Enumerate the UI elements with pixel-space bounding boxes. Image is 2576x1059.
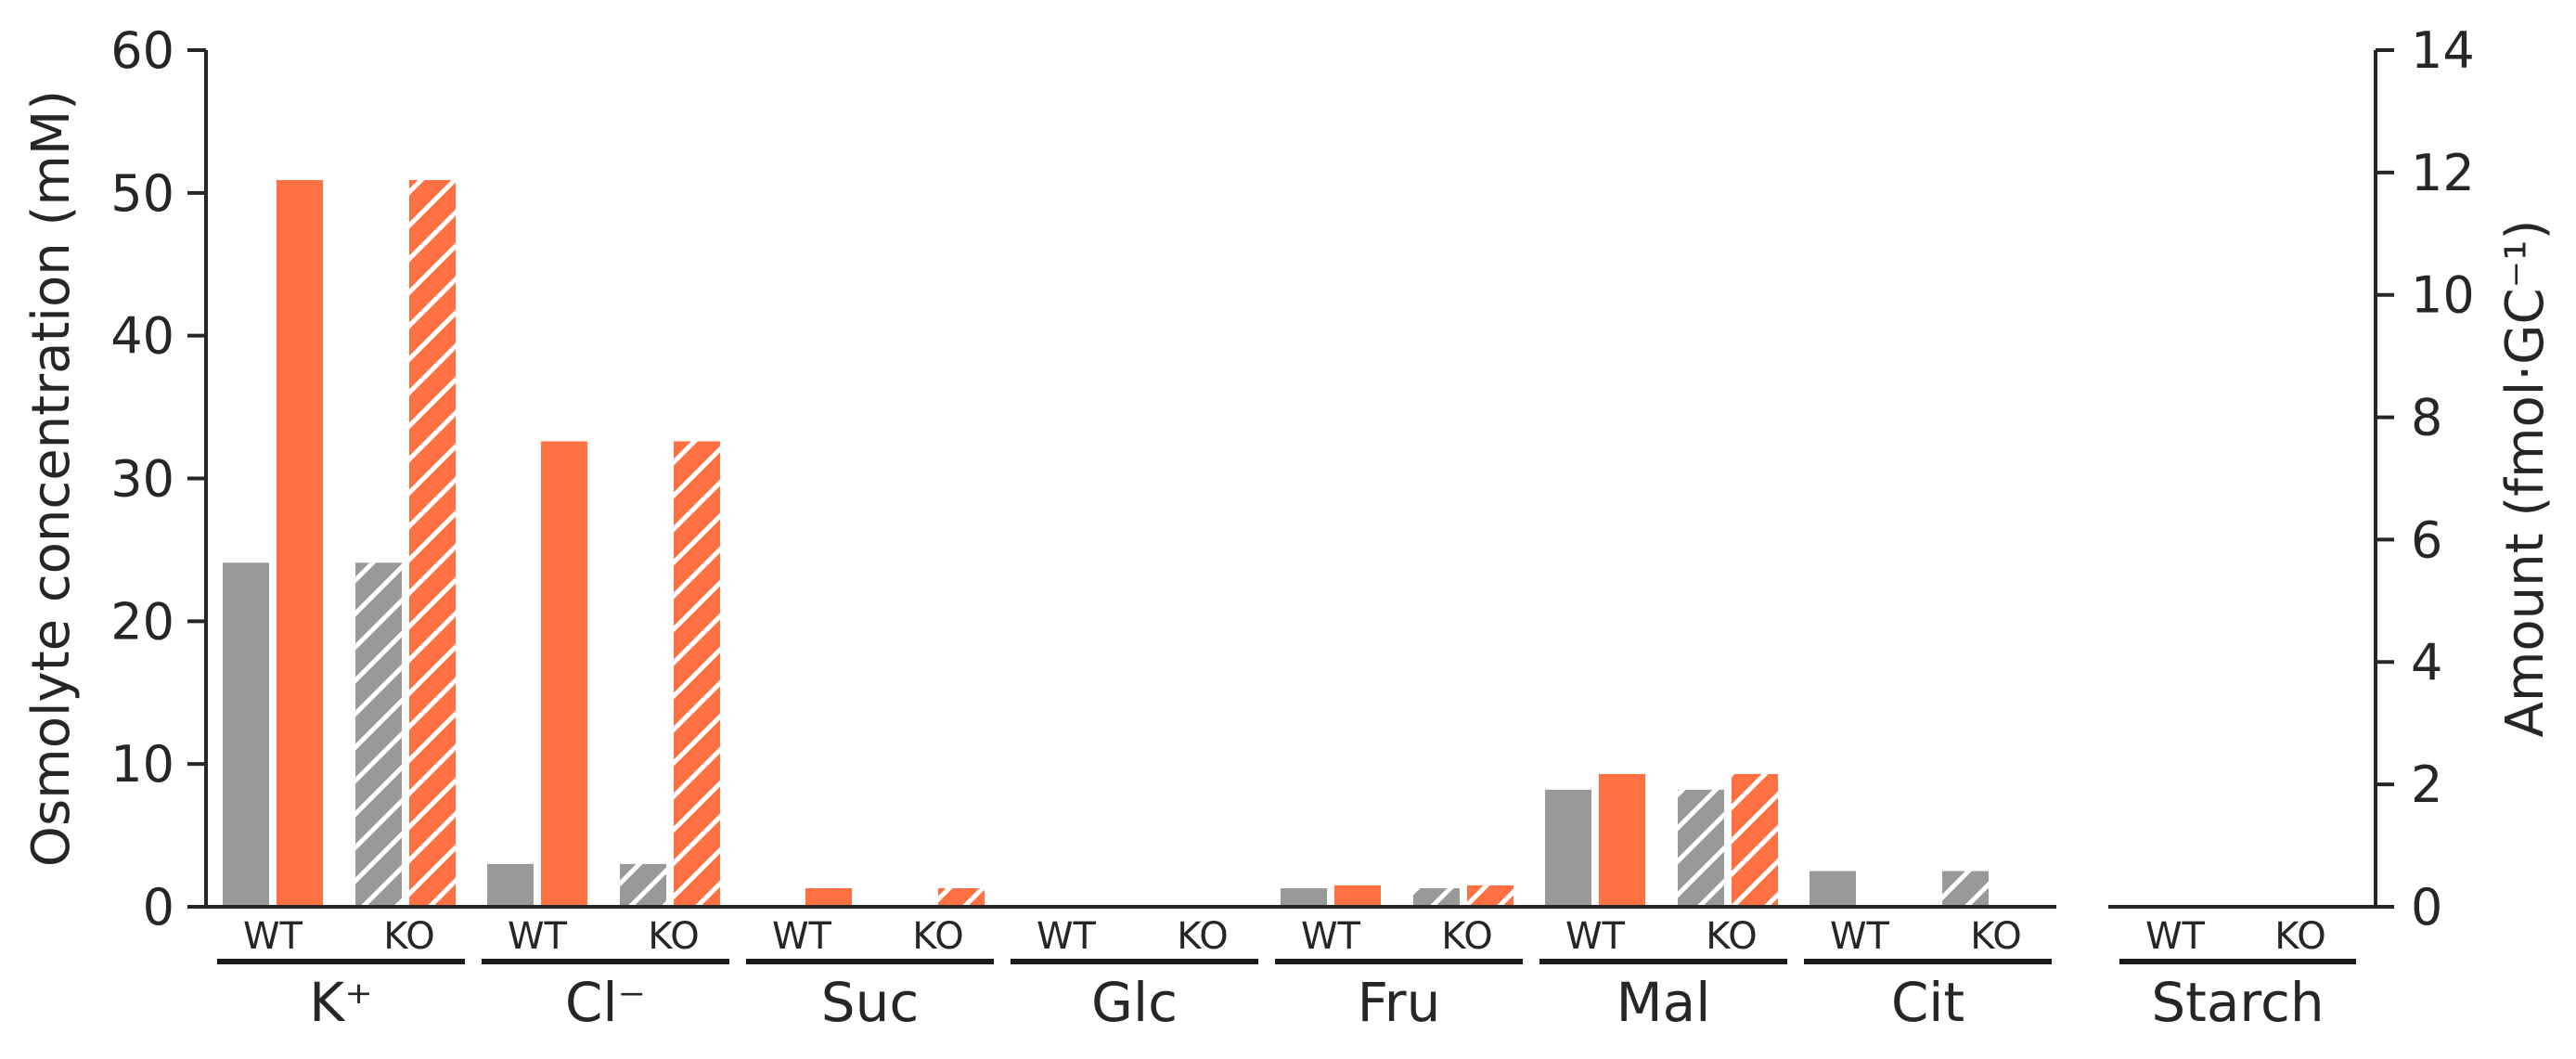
right-tick-label: 14 xyxy=(2411,21,2475,80)
right-tick-label: 10 xyxy=(2411,266,2475,325)
category-label-1: K⁺ xyxy=(309,971,373,1034)
bar-5-wt-orange xyxy=(1334,885,1381,907)
bar-6-ko-gray-hatch xyxy=(1678,789,1724,907)
category-label-5: Fru xyxy=(1358,971,1441,1034)
right-axis-title: Amount (fmol·GC⁻¹) xyxy=(2495,220,2556,738)
right-tick-label: 12 xyxy=(2411,144,2475,202)
left-tick-label: 50 xyxy=(110,164,174,223)
genotype-label-wt: WT xyxy=(508,915,568,958)
left-tick-label: 60 xyxy=(110,21,174,80)
bar-7-ko-gray-hatch xyxy=(1942,871,1989,907)
category-label-6: Mal xyxy=(1616,971,1711,1034)
genotype-label-wt: WT xyxy=(1830,915,1890,958)
left-tick-label: 40 xyxy=(110,307,174,366)
genotype-label-ko: KO xyxy=(1177,915,1229,958)
genotype-label-ko: KO xyxy=(383,915,435,958)
bar-1-ko-orange-hatch xyxy=(409,179,456,907)
bar-5-wt-gray xyxy=(1281,888,1327,907)
genotype-label-wt: WT xyxy=(2145,915,2206,958)
bar-2-wt-orange xyxy=(541,441,587,907)
right-tick-label: 4 xyxy=(2411,633,2442,691)
right-tick-label: 2 xyxy=(2411,756,2442,814)
genotype-label-wt: WT xyxy=(1565,915,1626,958)
bar-2-ko-gray-hatch xyxy=(620,863,666,907)
right-tick-label: 8 xyxy=(2411,389,2442,447)
bar-1-wt-gray xyxy=(223,562,269,907)
bar-5-ko-gray-hatch xyxy=(1413,888,1460,907)
genotype-label-ko: KO xyxy=(648,915,700,958)
genotype-label-wt: WT xyxy=(243,915,303,958)
genotype-label-ko: KO xyxy=(912,915,964,958)
left-tick-label: 0 xyxy=(143,878,174,936)
bar-3-ko-orange-hatch xyxy=(938,888,985,907)
bar-2-ko-orange-hatch xyxy=(674,441,720,907)
left-tick-label: 30 xyxy=(110,450,174,509)
bar-6-ko-orange-hatch xyxy=(1732,773,1778,907)
bar-3-wt-orange xyxy=(805,888,852,907)
bar-7-wt-gray xyxy=(1810,871,1856,907)
left-tick-label: 10 xyxy=(110,735,174,794)
category-label-3: Suc xyxy=(821,971,919,1034)
category-label-4: Glc xyxy=(1091,971,1178,1034)
genotype-label-ko: KO xyxy=(1706,915,1758,958)
right-tick-label: 0 xyxy=(2411,878,2442,936)
category-label-starch: Starch xyxy=(2151,971,2324,1034)
category-label-2: Cl⁻ xyxy=(565,971,646,1034)
bar-1-ko-gray-hatch xyxy=(355,562,402,907)
genotype-label-ko: KO xyxy=(2274,915,2326,958)
genotype-label-wt: WT xyxy=(1037,915,1097,958)
bar-6-wt-orange xyxy=(1599,773,1645,907)
genotype-label-ko: KO xyxy=(1970,915,2022,958)
bar-6-wt-gray xyxy=(1545,789,1591,907)
bar-1-wt-orange xyxy=(277,179,323,907)
genotype-label-wt: WT xyxy=(1301,915,1361,958)
bar-5-ko-orange-hatch xyxy=(1467,885,1513,907)
left-tick-label: 20 xyxy=(110,592,174,651)
right-tick-label: 6 xyxy=(2411,510,2442,569)
category-label-7: Cit xyxy=(1891,971,1964,1034)
genotype-label-ko: KO xyxy=(1441,915,1493,958)
genotype-label-wt: WT xyxy=(772,915,832,958)
bar-2-wt-gray xyxy=(487,863,534,907)
left-axis-title: Osmolyte concentration (mM) xyxy=(21,90,82,867)
